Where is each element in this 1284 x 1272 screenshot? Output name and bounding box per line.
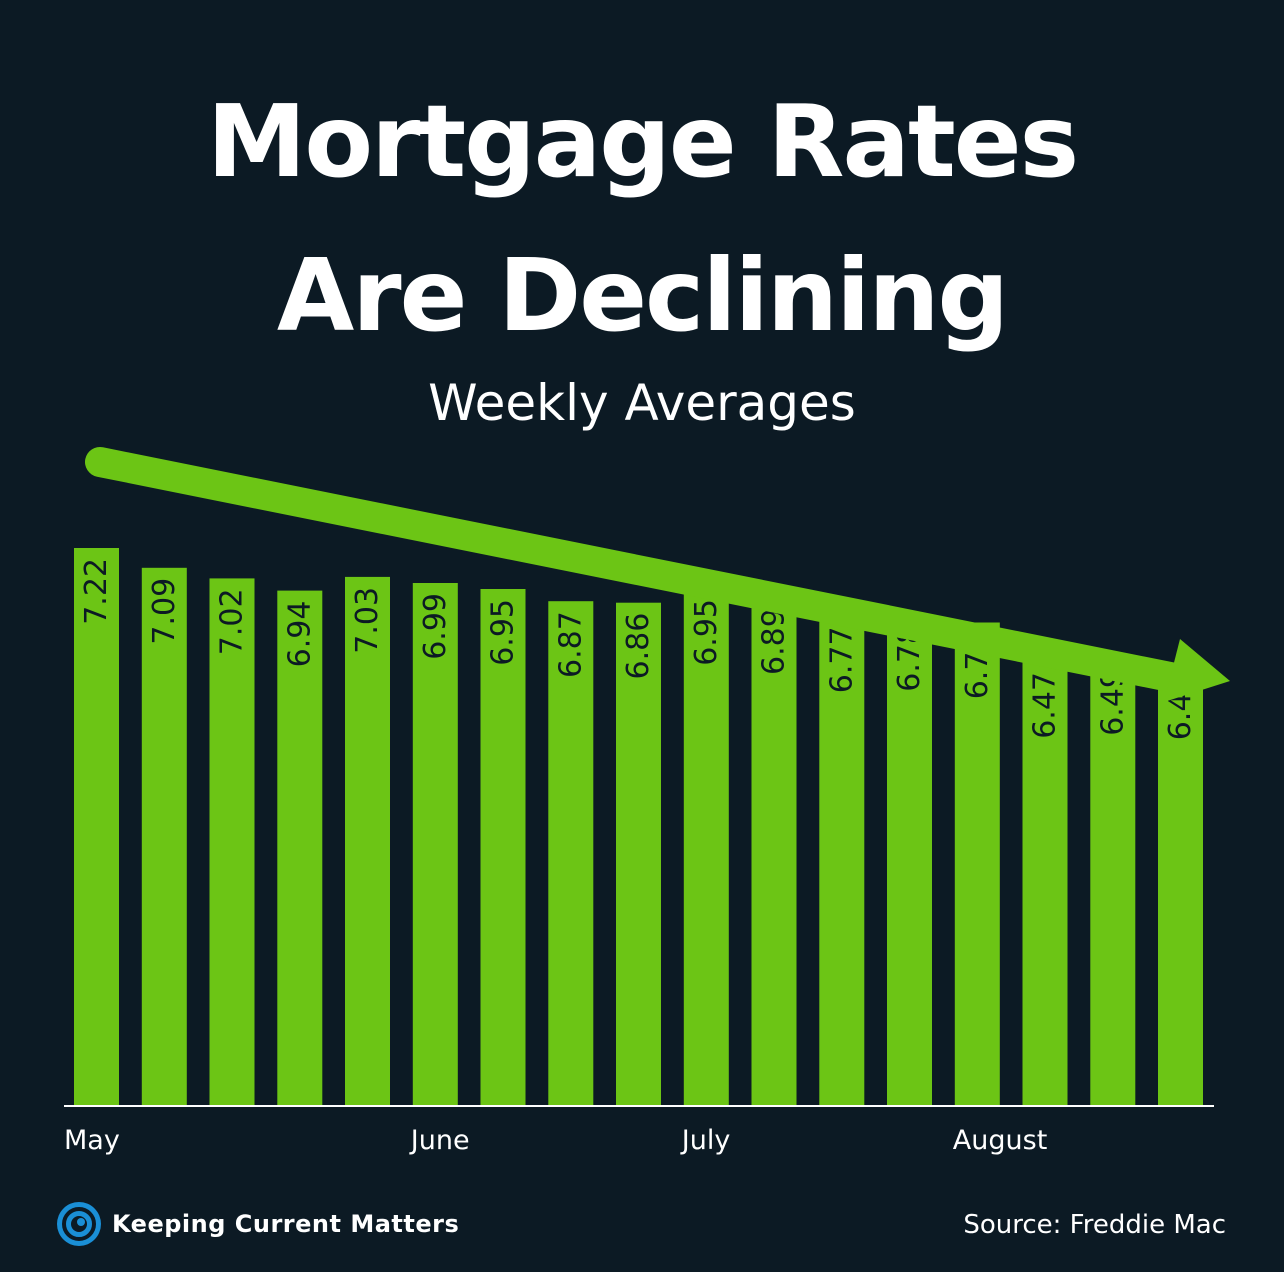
month-label-july: July: [680, 1125, 731, 1156]
bar-16: [1090, 659, 1136, 1106]
trend-arrow-head: [1164, 639, 1230, 702]
trend-arrow-icon: [85, 447, 1230, 702]
bar-value-label: 6.95: [689, 599, 724, 666]
bar-value-label: 6.95: [486, 599, 521, 666]
bar-value-label: 6.86: [621, 613, 656, 680]
bar-1: [74, 548, 119, 1106]
bar-14: [954, 622, 1000, 1106]
bar-10: [683, 589, 729, 1106]
bar-17: [1158, 663, 1203, 1106]
bar-labels-group: 7.22 7.09 7.02 6.94 7.03 6.99 6.95 6.87 6.86 6.95…: [79, 558, 1198, 740]
bar-7: [480, 589, 526, 1106]
swirl-logo-icon: [57, 1202, 101, 1246]
chart-title-line-1: Mortgage Rates: [206, 83, 1079, 200]
bar-13: [887, 614, 932, 1106]
bar-2: [141, 567, 187, 1106]
bar-9: [616, 602, 661, 1106]
bar-value-label: 6.47: [1028, 672, 1063, 739]
bar-value-label: 6.89: [757, 608, 792, 675]
bar-4: [277, 590, 323, 1106]
bar-value-label: 7.02: [215, 588, 250, 655]
bars-group: [74, 548, 1203, 1106]
bar-value-label: 7.03: [350, 587, 385, 654]
bar-15: [1022, 662, 1068, 1106]
trend-arrow-shaft: [85, 447, 1195, 694]
month-label-june: June: [409, 1125, 470, 1156]
bar-3: [209, 578, 255, 1106]
bar-12: [819, 616, 865, 1106]
bar-value-label: 6.94: [282, 601, 317, 668]
bar-5: [345, 576, 390, 1106]
bar-value-label: 6.77: [824, 626, 859, 693]
bar-11: [751, 598, 797, 1106]
brand-name: Keeping Current Matters: [112, 1210, 460, 1238]
bar-value-label: 7.09: [147, 578, 182, 645]
bar-value-label: 6.87: [553, 611, 588, 678]
bar-value-label: 7.22: [79, 558, 114, 625]
month-label-august: August: [953, 1125, 1048, 1156]
source-text: Source: Freddie Mac: [963, 1210, 1226, 1240]
bar-value-label: 6.99: [418, 593, 453, 660]
brand-footer: Keeping Current Matters: [56, 1200, 459, 1248]
bar-8: [548, 601, 594, 1106]
bar-6: [412, 583, 458, 1106]
chart-title-line-2: Are Declining: [276, 237, 1009, 354]
month-label-may: May: [64, 1125, 120, 1156]
chart-subtitle: Weekly Averages: [428, 374, 856, 432]
month-labels-group: May June July August: [64, 1125, 1047, 1156]
